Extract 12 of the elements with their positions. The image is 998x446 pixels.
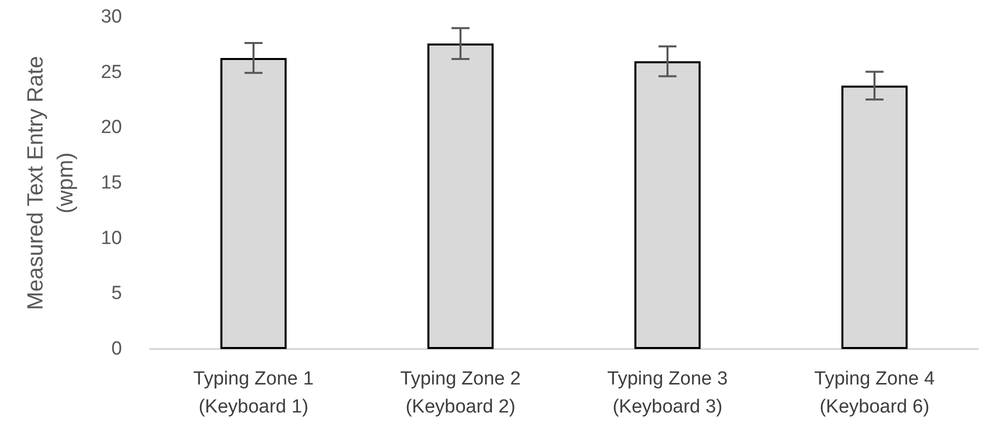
y-tick-label: 5 xyxy=(111,283,122,304)
y-tick-label: 30 xyxy=(100,6,122,28)
x-tick-label: Typing Zone 4 (Keyboard 6) xyxy=(814,368,936,418)
y-tick-label: 10 xyxy=(100,228,122,249)
x-tick-label: Typing Zone 1 (Keyboard 1) xyxy=(193,368,314,418)
x-tick-label: Typing Zone 3 (Keyboard 3) xyxy=(607,368,728,418)
y-axis-title: Measured Text Entry Rate (wpm) xyxy=(22,56,78,310)
x-tick-label: Typing Zone 2 (Keyboard 2) xyxy=(400,368,521,418)
y-tick-label: 15 xyxy=(100,172,122,194)
y-tick-label: 20 xyxy=(100,117,122,138)
y-tick-label: 0 xyxy=(111,338,122,360)
y-tick-label: 25 xyxy=(100,62,122,83)
